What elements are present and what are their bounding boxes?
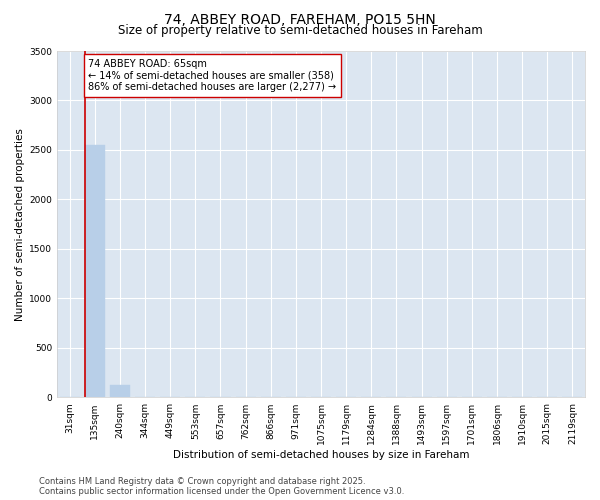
Text: 74 ABBEY ROAD: 65sqm
← 14% of semi-detached houses are smaller (358)
86% of semi: 74 ABBEY ROAD: 65sqm ← 14% of semi-detac…	[88, 59, 337, 92]
X-axis label: Distribution of semi-detached houses by size in Fareham: Distribution of semi-detached houses by …	[173, 450, 469, 460]
Bar	[85, 145, 105, 398]
Bar	[110, 384, 130, 398]
Text: Size of property relative to semi-detached houses in Fareham: Size of property relative to semi-detach…	[118, 24, 482, 37]
Text: Contains HM Land Registry data © Crown copyright and database right 2025.
Contai: Contains HM Land Registry data © Crown c…	[39, 476, 404, 496]
Text: 74, ABBEY ROAD, FAREHAM, PO15 5HN: 74, ABBEY ROAD, FAREHAM, PO15 5HN	[164, 12, 436, 26]
Y-axis label: Number of semi-detached properties: Number of semi-detached properties	[15, 128, 25, 320]
